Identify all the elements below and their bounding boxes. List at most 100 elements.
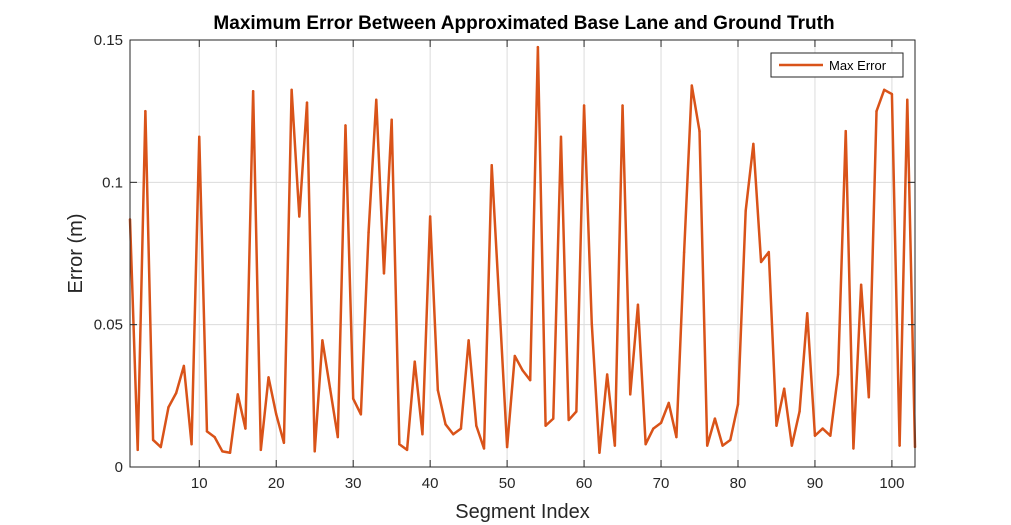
data-point-73 [682, 250, 686, 254]
data-point-41 [436, 388, 440, 392]
y-axis-label: Error (m) [65, 214, 87, 294]
data-point-46 [475, 424, 478, 427]
x-tick-label-7: 80 [730, 475, 747, 492]
data-point-70 [659, 421, 663, 425]
x-tick-label-8: 90 [807, 475, 824, 492]
data-point-92 [829, 434, 832, 437]
data-point-66 [629, 393, 632, 396]
data-point-71 [667, 401, 670, 405]
data-point-72 [675, 435, 678, 439]
data-point-62 [598, 451, 601, 454]
data-point-39 [421, 433, 424, 436]
data-point-83 [759, 260, 763, 264]
data-point-36 [398, 443, 401, 446]
data-point-81 [744, 209, 747, 212]
data-point-17 [251, 90, 255, 93]
data-point-85 [775, 424, 778, 427]
data-point-54 [536, 45, 540, 49]
data-point-8 [182, 364, 186, 368]
data-point-22 [290, 88, 293, 92]
data-point-42 [444, 423, 447, 426]
data-point-64 [613, 444, 617, 447]
x-tick-label-0: 10 [191, 475, 208, 492]
data-point-102 [906, 98, 909, 101]
y-tick-label-3: 0.15 [94, 32, 123, 49]
data-point-99 [883, 88, 886, 92]
data-point-29 [344, 124, 347, 127]
data-point-88 [798, 410, 801, 413]
data-point-74 [690, 84, 694, 87]
series-group [128, 45, 917, 455]
data-point-89 [806, 312, 809, 315]
data-point-37 [405, 448, 409, 452]
x-tick-label-6: 70 [653, 475, 670, 492]
x-tick-label-5: 60 [576, 475, 593, 492]
plot-area [130, 40, 915, 467]
data-point-31 [359, 413, 363, 416]
data-point-20 [275, 413, 278, 416]
data-point-59 [575, 410, 578, 413]
data-point-97 [867, 396, 871, 399]
data-point-100 [890, 92, 894, 96]
data-point-60 [582, 104, 586, 107]
data-point-27 [328, 387, 332, 390]
data-point-49 [498, 303, 501, 306]
data-point-6 [167, 406, 170, 409]
data-point-87 [790, 444, 794, 447]
legend: Max Error [770, 52, 904, 78]
data-point-35 [390, 118, 393, 121]
data-point-45 [467, 339, 470, 342]
data-point-90 [813, 434, 817, 437]
data-point-15 [236, 393, 239, 396]
data-point-43 [452, 433, 455, 436]
data-point-44 [459, 427, 463, 430]
data-point-33 [375, 98, 378, 101]
x-tick-label-4: 50 [499, 475, 516, 492]
data-point-56 [552, 417, 555, 420]
data-point-69 [652, 427, 655, 430]
data-point-12 [213, 435, 216, 439]
y-tick-label-1: 0.05 [94, 317, 123, 334]
x-tick-label-9: 100 [879, 475, 904, 492]
data-point-10 [198, 135, 201, 138]
x-tick-label-3: 40 [422, 475, 439, 492]
data-point-67 [636, 303, 640, 306]
x-tick-label-1: 20 [268, 475, 285, 492]
data-point-16 [244, 427, 247, 430]
data-point-23 [298, 215, 301, 218]
data-point-65 [621, 104, 624, 107]
data-point-38 [413, 360, 416, 363]
data-point-55 [544, 424, 547, 427]
data-point-80 [736, 403, 740, 406]
data-point-30 [351, 397, 355, 400]
data-point-51 [513, 354, 516, 358]
data-point-58 [567, 418, 570, 422]
data-point-98 [875, 109, 878, 113]
data-point-34 [382, 272, 386, 275]
data-point-78 [721, 444, 724, 447]
data-point-40 [428, 215, 432, 218]
series-points [128, 45, 917, 454]
data-point-18 [259, 448, 263, 452]
data-point-61 [590, 322, 593, 325]
data-point-47 [482, 447, 486, 450]
axis-ticks: 10 20 30 40 50 60 70 80 90 100 0 0.05 0.1 0.15 [94, 32, 915, 492]
data-point-84 [767, 250, 770, 254]
data-point-91 [821, 427, 824, 430]
chart-title: Maximum Error Between Approximated Base … [213, 13, 834, 34]
data-point-48 [490, 164, 493, 167]
x-tick-label-2: 30 [345, 475, 362, 492]
data-point-19 [267, 376, 270, 379]
data-point-77 [713, 417, 717, 420]
x-axis-label: Segment Index [455, 501, 590, 523]
data-point-96 [859, 283, 863, 287]
data-point-86 [782, 387, 786, 390]
data-point-68 [644, 443, 647, 446]
data-point-63 [605, 373, 609, 376]
y-tick-label-0: 0 [115, 459, 123, 476]
data-point-82 [752, 142, 755, 146]
data-point-7 [174, 391, 178, 395]
data-point-75 [698, 129, 701, 133]
data-point-14 [228, 451, 232, 454]
data-point-52 [521, 369, 524, 372]
